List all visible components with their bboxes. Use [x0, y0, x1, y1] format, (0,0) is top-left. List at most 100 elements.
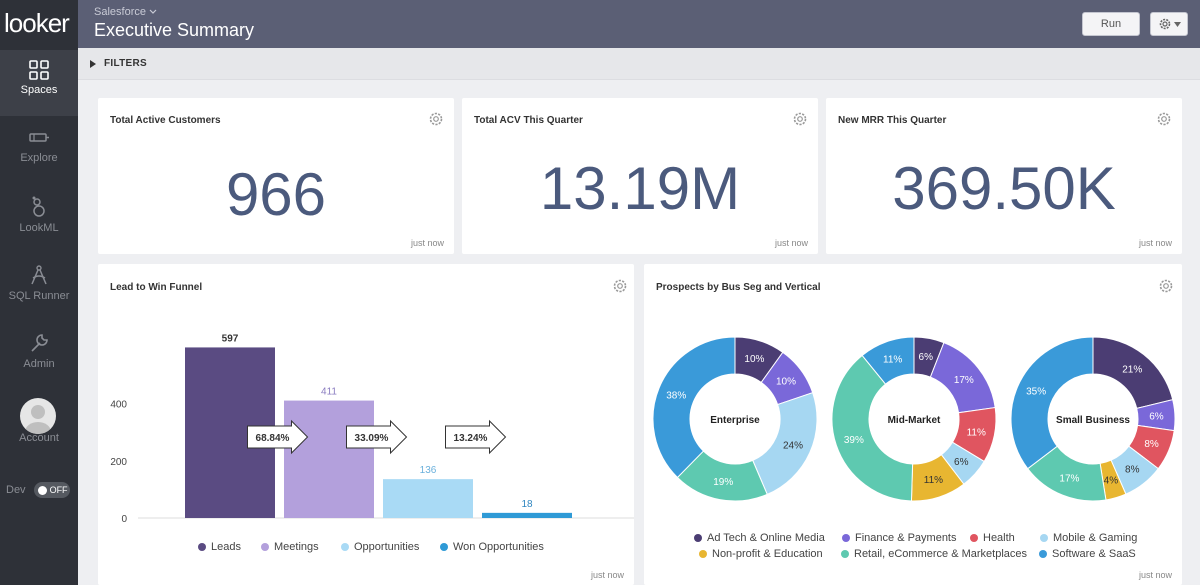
avatar-icon: [25, 405, 51, 434]
donut-mid-market: 6% 17% 11% 6% 11% 39% 11% Mid-Market: [831, 336, 997, 502]
nav-lookml[interactable]: LookML: [0, 186, 78, 252]
legend-swatch: [842, 534, 850, 542]
nav-sql-runner[interactable]: SQL Runner: [0, 254, 78, 320]
funnel-chart: 0 200 400 597 411 136 18 68.84% 33.09% 13.24%: [110, 333, 634, 525]
run-button[interactable]: Run: [1082, 12, 1140, 36]
tile-total-active-customers: Total Active Customers 966 just now: [98, 98, 454, 254]
legend-item-won-opportunities[interactable]: Won Opportunities: [440, 541, 544, 553]
tile-lead-to-win-funnel: Lead to Win Funnel 0 200 400 597 411 136 18 68.…: [98, 264, 634, 585]
gear-icon[interactable]: [1158, 278, 1174, 294]
lookml-icon: [32, 196, 45, 217]
slice-value-label: 17%: [1059, 473, 1079, 484]
segment-label: Mid-Market: [888, 415, 941, 426]
slice-value-label: 10%: [744, 354, 764, 365]
slice-value-label: 24%: [783, 440, 803, 451]
y-tick-label: 0: [121, 514, 127, 525]
gear-icon[interactable]: [428, 111, 444, 127]
nav-admin[interactable]: Admin: [0, 322, 78, 388]
caret-down-icon: [1173, 21, 1181, 27]
tile-title: Total Active Customers: [110, 115, 221, 126]
explore-icon: [29, 133, 49, 142]
legend-item-opportunities[interactable]: Opportunities: [341, 541, 419, 553]
nav-account[interactable]: Account: [0, 432, 78, 452]
legend-swatch: [1040, 534, 1048, 542]
grid-icon: [29, 60, 49, 80]
nav-spaces[interactable]: Spaces: [0, 50, 78, 116]
chevron-down-icon: [149, 9, 157, 14]
slice-value-label: 8%: [1144, 439, 1159, 450]
avatar[interactable]: [20, 398, 56, 434]
legend-item-non-profit-education[interactable]: Non-profit & Education: [699, 548, 823, 560]
donut-small-business: 21% 6% 8% 8% 4% 17% 35% Small Business: [1010, 336, 1176, 502]
legend-item-software-saas[interactable]: Software & SaaS: [1039, 548, 1136, 560]
arrow-shape: [346, 419, 408, 455]
bar-value-label: 411: [321, 387, 337, 398]
page-title: Executive Summary: [94, 20, 255, 40]
legend-item-finance-payments[interactable]: Finance & Payments: [842, 532, 957, 544]
looker-logo[interactable]: looker: [4, 8, 70, 38]
conversion-rate-label: 13.24%: [454, 433, 488, 444]
slice-retail-ecommerce-marketplaces[interactable]: [831, 354, 914, 502]
conversion-rate-label: 68.84%: [256, 433, 290, 444]
bar-opportunities[interactable]: [383, 479, 473, 518]
legend-item-health[interactable]: Health: [970, 532, 1015, 544]
legend-swatch: [694, 534, 702, 542]
slice-software-saas[interactable]: [1010, 336, 1094, 470]
legend-swatch: [198, 543, 206, 551]
legend-label: Finance & Payments: [855, 532, 957, 544]
slice-value-label: 11%: [883, 355, 902, 366]
header: Salesforce Executive Summary Run: [78, 0, 1200, 48]
legend-label: Leads: [211, 541, 241, 553]
wrench-icon: [31, 334, 48, 352]
conversion-arrow: 13.24%: [445, 419, 507, 455]
slice-software-saas[interactable]: [861, 336, 915, 385]
legend-label: Meetings: [274, 541, 319, 553]
conversion-arrow: 33.09%: [346, 419, 408, 455]
nav-label: Account: [19, 432, 59, 444]
bar-meetings[interactable]: [284, 400, 374, 518]
settings-menu-button[interactable]: [1150, 12, 1188, 36]
single-value: 369.50K: [892, 155, 1116, 222]
breadcrumb[interactable]: Salesforce: [94, 6, 157, 18]
bar-value-label: 18: [521, 499, 533, 510]
legend-label: Opportunities: [354, 541, 420, 553]
funnel-legend: Leads Meetings Opportunities Won Opportunit…: [98, 541, 634, 557]
legend-swatch: [261, 543, 269, 551]
legend-label: Health: [983, 532, 1015, 544]
slice-value-label: 39%: [844, 435, 864, 446]
refresh-stamp: just now: [774, 238, 808, 248]
slice-value-label: 35%: [1026, 386, 1046, 397]
single-value: 966: [225, 161, 327, 228]
gear-icon[interactable]: [1156, 111, 1172, 127]
refresh-stamp: just now: [1138, 238, 1172, 248]
bar-won-opportunities[interactable]: [482, 512, 572, 518]
gear-icon[interactable]: [792, 111, 808, 127]
legend-item-leads[interactable]: Leads: [198, 541, 241, 553]
filters-toggle[interactable]: FILTERS: [78, 48, 1200, 80]
sql-runner-icon: [31, 265, 47, 285]
legend-swatch: [341, 543, 349, 551]
refresh-stamp: just now: [590, 570, 624, 580]
segment-label: Enterprise: [710, 415, 760, 426]
gear-icon[interactable]: [612, 278, 628, 294]
slice-value-label: 38%: [666, 390, 686, 401]
sidebar: looker Spaces Explore LookML: [0, 0, 78, 585]
legend-swatch: [1039, 550, 1047, 558]
legend-item-mobile-gaming[interactable]: Mobile & Gaming: [1040, 532, 1137, 544]
slice-value-label: 6%: [919, 352, 934, 363]
legend-item-meetings[interactable]: Meetings: [261, 541, 319, 553]
dev-toggle[interactable]: OFF: [33, 482, 70, 498]
nav-label: SQL Runner: [8, 290, 70, 302]
tile-title: Lead to Win Funnel: [110, 282, 203, 293]
nav-label: Spaces: [20, 84, 58, 96]
nav-label: LookML: [19, 222, 59, 234]
toggle-knob: [37, 485, 47, 495]
tile-new-mrr: New MRR This Quarter 369.50K just now: [826, 98, 1182, 254]
legend-item-ad-tech-online-media[interactable]: Ad Tech & Online Media: [694, 532, 825, 544]
refresh-stamp: just now: [1138, 570, 1172, 580]
slice-software-saas[interactable]: [652, 336, 736, 479]
nav-explore[interactable]: Explore: [0, 118, 78, 184]
legend-item-retail-ecommerce-marketplaces[interactable]: Retail, eCommerce & Marketplaces: [841, 548, 1027, 560]
tile-total-acv: Total ACV This Quarter 13.19M just now: [462, 98, 818, 254]
donut-enterprise: 10% 10% 24% 19% 38% Enterprise: [652, 336, 818, 502]
